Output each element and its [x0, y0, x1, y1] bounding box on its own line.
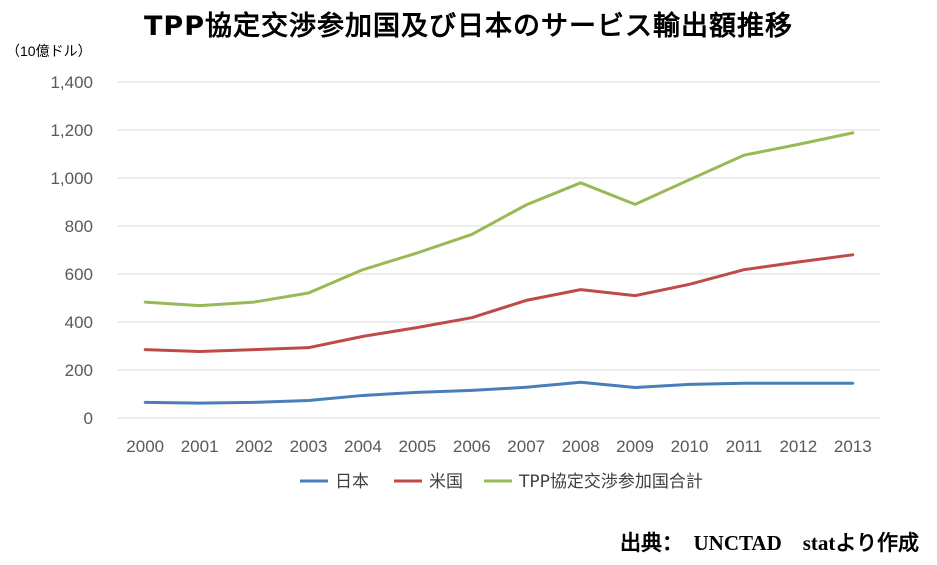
x-tick-label: 2009: [616, 437, 654, 456]
y-tick-label: 800: [65, 217, 93, 236]
y-axis-unit-label: （10億ドル）: [6, 43, 92, 59]
x-tick-label: 2008: [562, 437, 600, 456]
x-tick-label: 2006: [453, 437, 491, 456]
x-tick-label: 2002: [235, 437, 273, 456]
gridlines: [118, 81, 880, 419]
y-tick-label: 400: [65, 313, 93, 332]
legend: 日本 米国 TPP協定交渉参加国合計: [300, 472, 703, 492]
series-lines: [143, 131, 855, 405]
series-line-2: [143, 131, 855, 308]
y-axis-tick-labels: 0 200 400 600 800 1,000 1,200 1,400: [50, 73, 93, 428]
x-tick-label: 2007: [507, 437, 545, 456]
y-tick-label: 1,400: [50, 73, 93, 92]
legend-label: TPP協定交渉参加国合計: [518, 472, 703, 492]
series-line-0: [143, 380, 855, 405]
x-tick-label: 2013: [834, 437, 872, 456]
legend-label: 日本: [335, 472, 369, 492]
legend-label: 米国: [429, 472, 463, 492]
x-tick-label: 2004: [344, 437, 382, 456]
y-tick-label: 600: [65, 265, 93, 284]
x-tick-label: 2012: [779, 437, 817, 456]
chart-title: TPP協定交渉参加国及び日本のサービス輸出額推移: [144, 11, 793, 42]
series-line-1: [143, 253, 855, 354]
x-axis-tick-labels: 2000 2001 2002 2003 2004 2005 2006 2007 2008 2009…: [126, 437, 871, 456]
y-tick-label: 1,200: [50, 121, 93, 140]
y-tick-label: 0: [84, 409, 93, 428]
x-tick-label: 2011: [726, 437, 763, 456]
x-tick-label: 2003: [290, 437, 328, 456]
x-tick-label: 2001: [181, 437, 219, 456]
x-tick-label: 2000: [126, 437, 164, 456]
y-tick-label: 200: [65, 361, 93, 380]
y-tick-label: 1,000: [50, 169, 93, 188]
source-note: 出典： UNCTAD statより作成: [619, 531, 919, 555]
x-tick-label: 2010: [671, 437, 709, 456]
x-tick-label: 2005: [398, 437, 436, 456]
